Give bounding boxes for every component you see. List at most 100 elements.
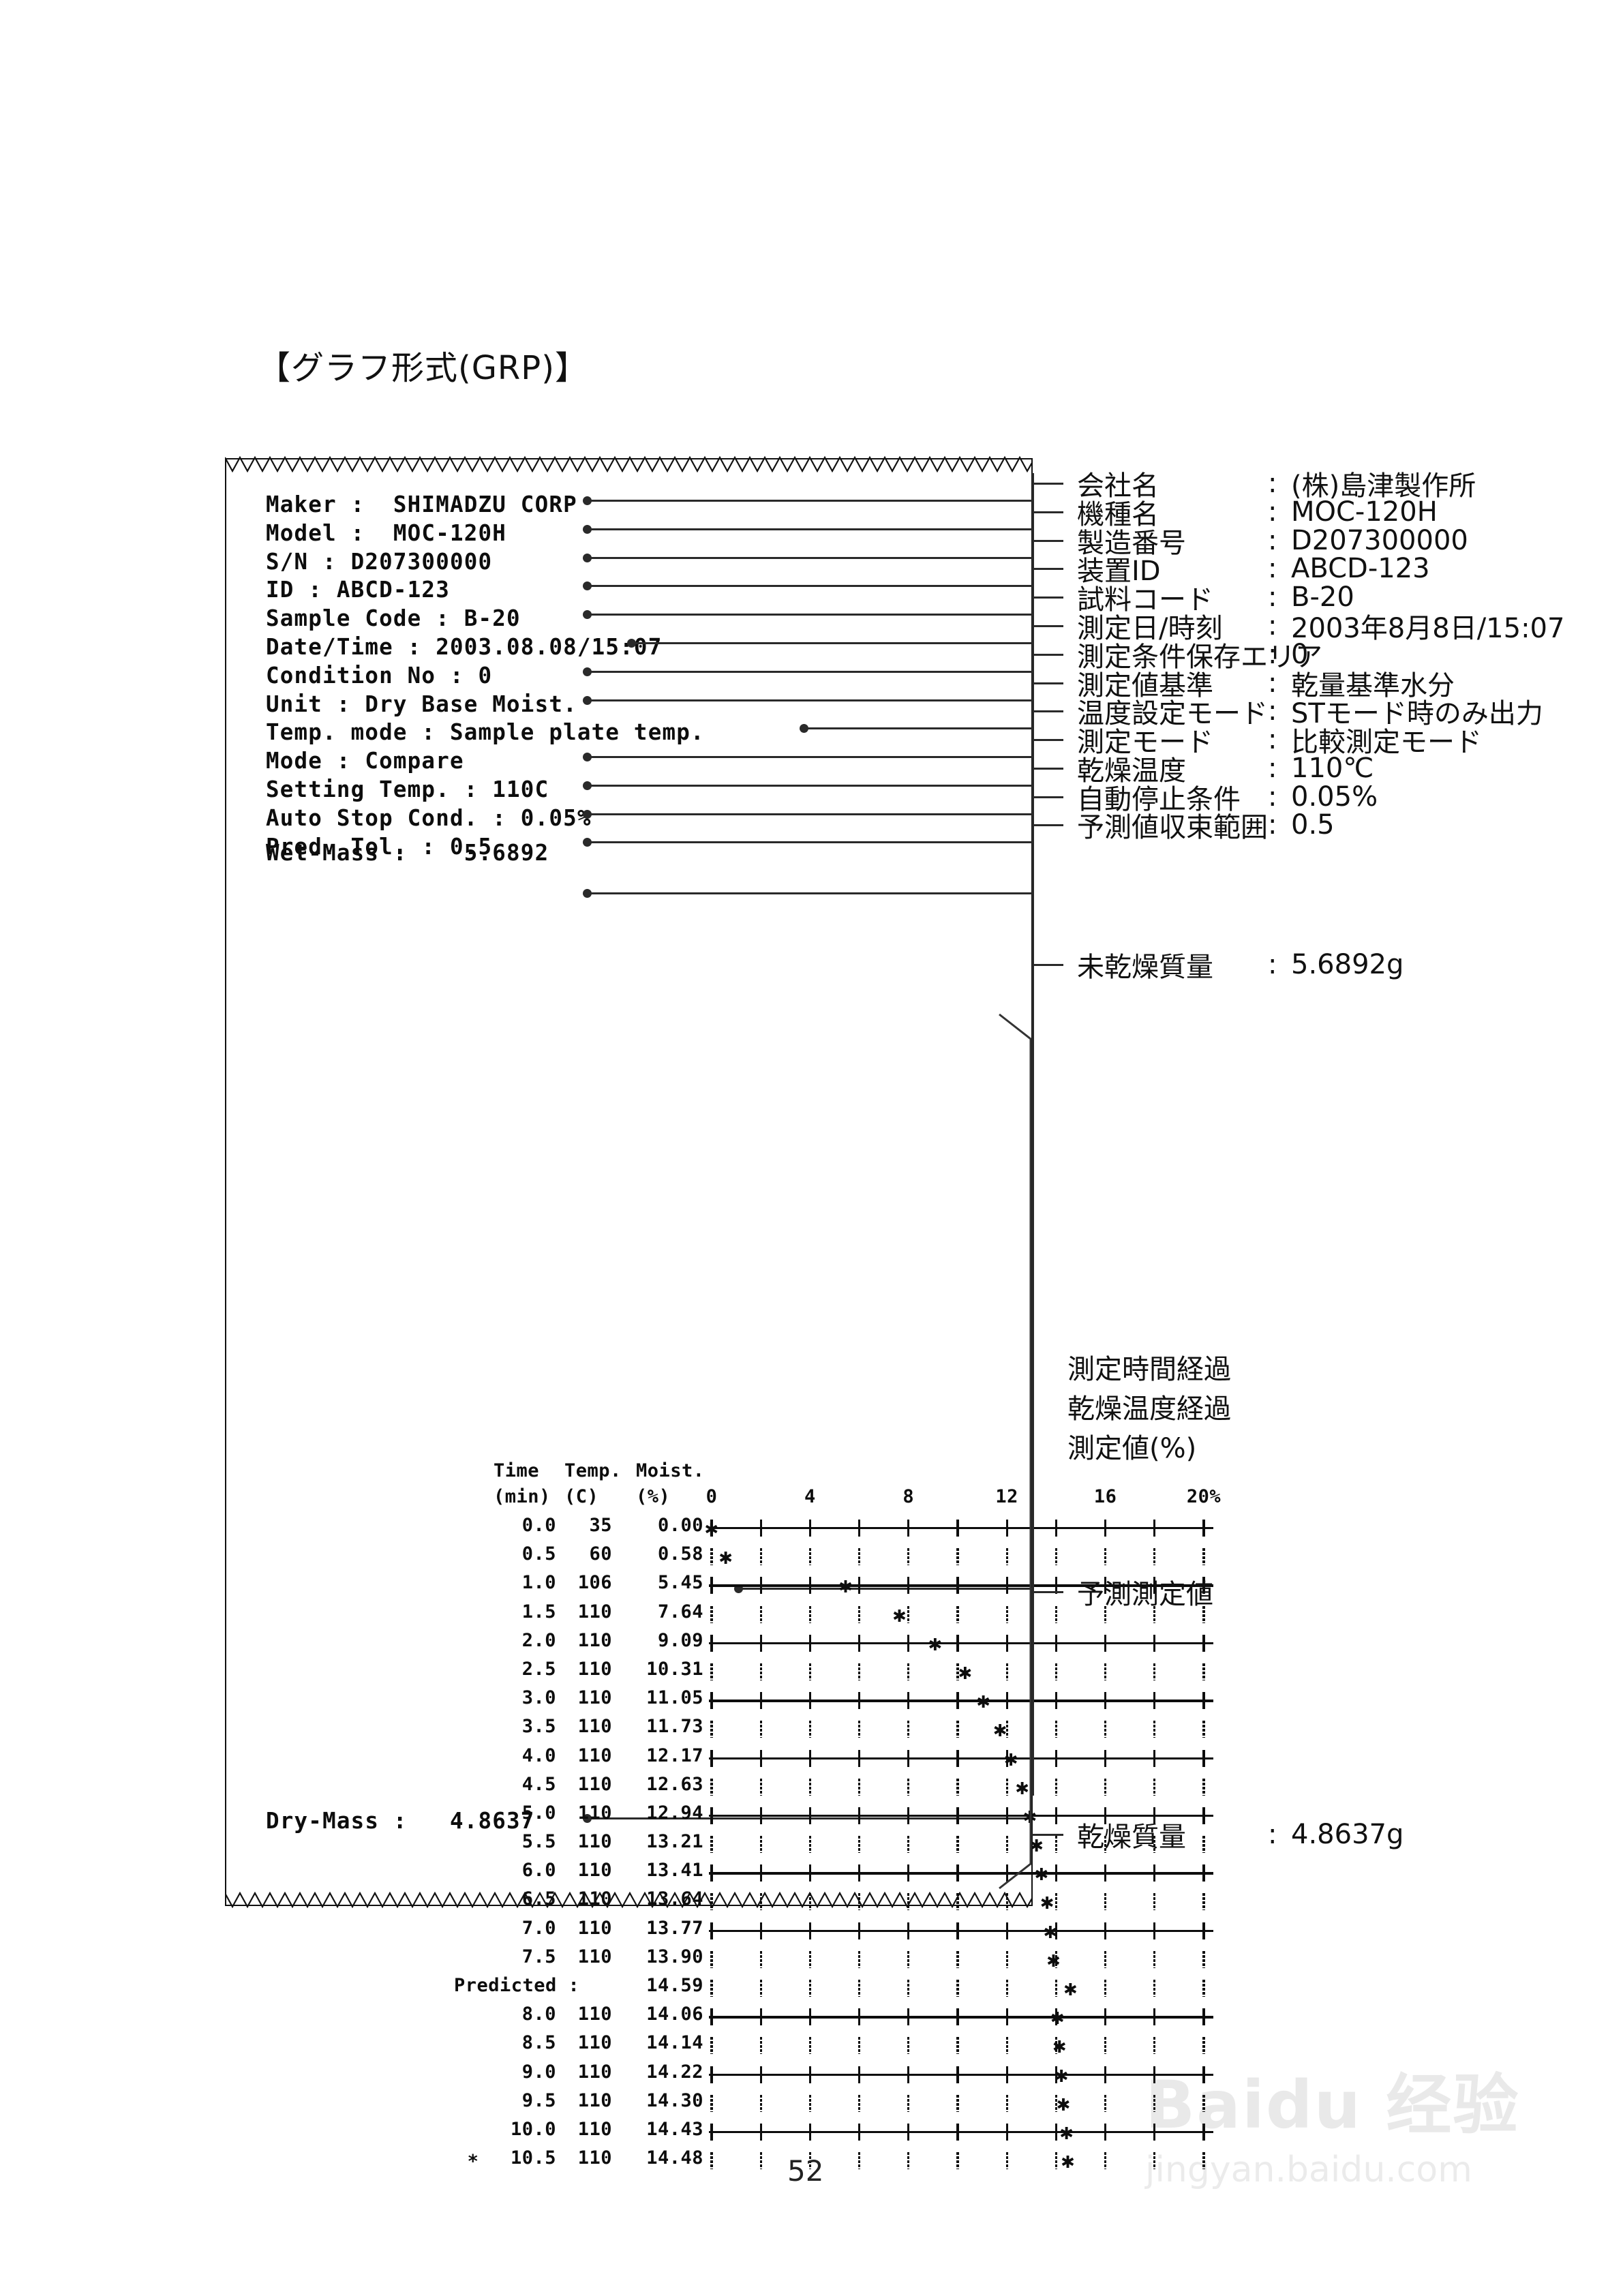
plot-tick [858, 1520, 861, 1537]
plot-tick [1104, 2152, 1107, 2170]
plot-tick [858, 2094, 861, 2112]
plot-data-marker: ✱ [977, 1687, 990, 1714]
annotation-row: 試料コード: B-20 [1032, 577, 1354, 617]
plot-tick [759, 1893, 762, 1911]
plot-tick [858, 1980, 861, 1997]
plot-data-marker: ✱ [838, 1572, 853, 1599]
plot-tick [956, 1778, 959, 1796]
plot-tick [858, 1807, 861, 1824]
plot-tick [1005, 1749, 1008, 1767]
plot-tick [1153, 1605, 1156, 1623]
plot-tick [1153, 1548, 1156, 1566]
plot-tick [1005, 1634, 1008, 1652]
annotation-value: 0.05% [1291, 781, 1378, 813]
plot-tick [1055, 1893, 1057, 1911]
annotation-row: 自動停止条件:0.05% [1032, 777, 1378, 817]
plot-tick [858, 2037, 861, 2055]
plot-tick [1055, 1807, 1057, 1824]
cell-moisture: 12.63 [646, 1773, 703, 1795]
plot-tick [1202, 1778, 1205, 1796]
plot-tick [907, 1864, 910, 1882]
cell-moisture: 13.77 [646, 1917, 703, 1939]
cell-time: 10.5 [510, 2147, 556, 2169]
plot-tick [907, 1605, 910, 1623]
cell-time: 3.5 [521, 1716, 556, 1738]
annotation-label: 測定日/時刻 [1077, 613, 1223, 644]
plot-tick [907, 2066, 910, 2083]
plot-tick [1153, 1836, 1156, 1854]
annotation-value: 4.8637g [1291, 1819, 1404, 1850]
plot-tick [907, 1922, 910, 1939]
annotation-graph-line: 測定値(%) [1067, 1433, 1197, 1464]
annotation-tick [1032, 567, 1063, 570]
cell-time: 8.0 [521, 2004, 556, 2025]
annotation-row: 乾燥質量:4.8637g [1032, 1815, 1404, 1854]
plot-data-marker: ✱ [1050, 2004, 1065, 2030]
plot-data-marker: ✱ [958, 1658, 973, 1685]
annotation-tick [1032, 767, 1063, 770]
annotation-tick [1032, 653, 1063, 656]
predicted-row-label: Predicted : [454, 1975, 580, 1996]
plot-tick [808, 1836, 811, 1854]
plot-tick [1202, 1950, 1205, 1968]
plot-tick [1202, 1577, 1205, 1595]
plot-tick [710, 1893, 713, 1911]
plot-tick [1005, 1605, 1008, 1623]
plot-tick [1005, 1520, 1008, 1537]
plot-tick [1055, 2066, 1057, 2083]
leader-line-auto-stop [583, 810, 1034, 819]
plot-tick [1104, 1548, 1107, 1566]
cell-temp: 110 [577, 2147, 612, 2169]
plot-tick [710, 1605, 713, 1623]
plot-axis-line [709, 1814, 1213, 1817]
plot-tick [710, 2066, 713, 2083]
row-bar-plot: ✱ [709, 2147, 1213, 2176]
plot-tick [759, 2008, 762, 2026]
plot-tick [1005, 1864, 1008, 1882]
plot-axis-line [709, 1642, 1213, 1645]
row-bar-plot: ✱ [709, 1687, 1213, 1716]
leader-line-setting-temp [583, 781, 1034, 790]
cell-moisture: 0.00 [657, 1515, 703, 1536]
plot-data-marker: ✱ [1046, 1946, 1061, 1972]
plot-tick [808, 1605, 811, 1623]
plot-tick [956, 1807, 959, 1824]
annotation-value: (株)島津製作所 [1291, 470, 1476, 502]
plot-tick [808, 1634, 811, 1652]
row-bar-plot: ✱ [709, 1918, 1213, 1946]
plot-data-marker: ✱ [1035, 1860, 1048, 1886]
plot-tick [907, 1577, 910, 1595]
annotation-colon: : [1268, 781, 1277, 813]
plot-tick [907, 2037, 910, 2055]
plot-tick [710, 2152, 713, 2170]
x-tick-label: 4 [804, 1486, 816, 1507]
plot-tick [759, 1922, 762, 1939]
cell-temp: 110 [577, 2089, 612, 2111]
cell-time: 10.0 [510, 2118, 556, 2140]
annotation-row: 予測値収束範囲:0.5 [1032, 805, 1335, 845]
plot-tick [1104, 1980, 1107, 1997]
plot-tick [858, 2008, 861, 2026]
plot-tick [956, 1577, 959, 1595]
plot-tick [1005, 1577, 1008, 1595]
plot-axis-line [709, 1929, 1213, 1933]
plot-tick [759, 1577, 762, 1595]
plot-tick [1055, 2152, 1057, 2170]
plot-tick [808, 1980, 811, 1997]
cell-temp: 110 [577, 1860, 612, 1882]
plot-tick [1153, 1807, 1156, 1824]
plot-tick [710, 1548, 713, 1566]
plot-data-marker: ✱ [1052, 2032, 1067, 2059]
leader-line-mode [583, 753, 1034, 761]
plot-tick [1153, 2066, 1156, 2083]
leader-line-unit [583, 696, 1034, 705]
cell-time: 3.0 [521, 1687, 556, 1709]
cell-moisture: 0.58 [657, 1543, 703, 1565]
plot-tick [1153, 1950, 1156, 1968]
plot-data-marker: ✱ [705, 1515, 718, 1541]
plot-tick [1202, 1893, 1205, 1911]
plot-tick [1153, 1634, 1156, 1652]
annotation-colon: : [1268, 525, 1277, 556]
col-header-time-unit: (min) [494, 1486, 551, 1507]
plot-tick [1104, 2066, 1107, 2083]
